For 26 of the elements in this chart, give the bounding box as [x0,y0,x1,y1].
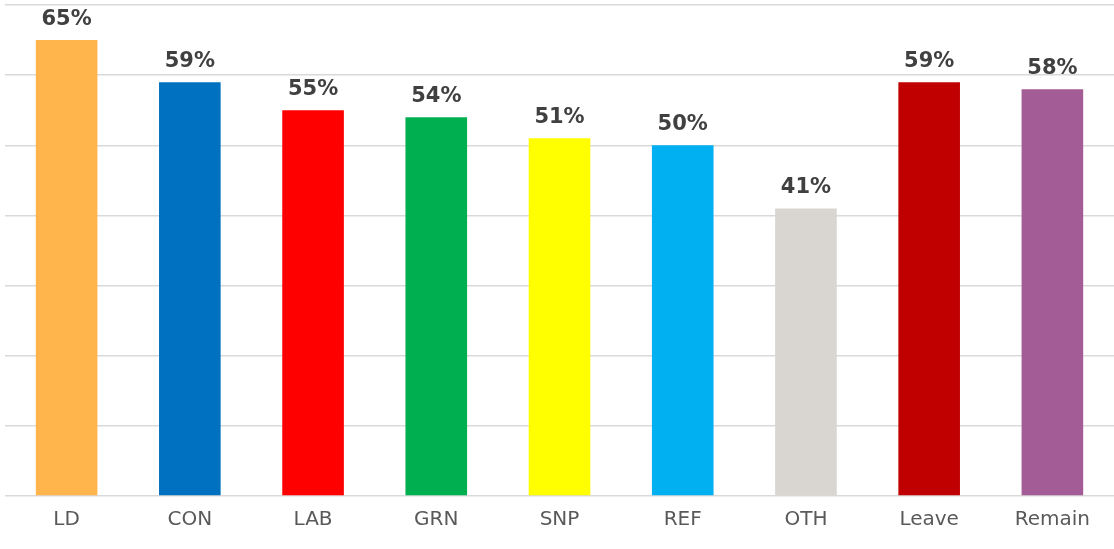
x-tick-label: Remain [1014,506,1091,531]
x-tick-label: LAB [293,506,333,531]
x-tick-label: CON [167,506,213,531]
data-label: 58% [1027,55,1078,80]
bar [159,82,221,496]
data-label: 55% [287,76,339,101]
bar [1021,89,1084,496]
x-tick-label: GRN [414,506,459,531]
x-tick-label: OTH [784,506,828,531]
x-tick-label: SNP [539,506,580,531]
x-tick-label: LD [53,506,80,531]
bar [651,145,714,496]
data-label: 41% [780,174,832,199]
x-tick-label: REF [663,506,702,531]
bar [282,110,344,496]
data-label: 59% [904,48,955,73]
bar [528,138,591,496]
data-label: 50% [657,111,708,136]
data-label: 54% [411,83,462,108]
data-label: 65% [41,6,92,31]
data-label: 51% [534,104,585,129]
x-tick-label: Leave [899,506,959,531]
bar [35,40,98,496]
data-label: 59% [164,48,215,73]
bar [405,117,468,496]
bar [898,82,960,496]
